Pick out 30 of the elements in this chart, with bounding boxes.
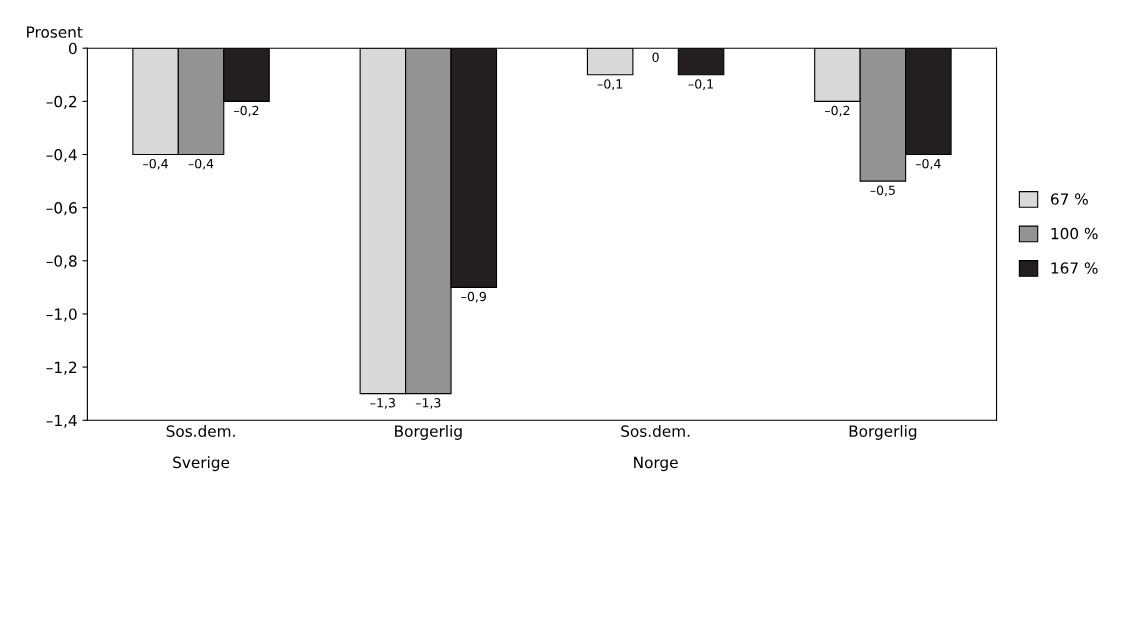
y-tick-label: –0,4 (46, 148, 77, 163)
data-label: 0 (652, 52, 659, 63)
data-label: –0,4 (915, 158, 941, 170)
y-tick-label: –1,2 (46, 361, 77, 375)
legend-label: 67 % (1050, 193, 1088, 205)
data-label: –0,5 (870, 185, 895, 197)
y-tick-label: –0,2 (46, 95, 77, 109)
y-tick-label: –0,6 (46, 202, 77, 216)
x-tick-label: Borgerlig (849, 425, 917, 440)
text: Norge (634, 456, 678, 472)
data-label: –0,4 (188, 158, 214, 170)
data-label: –1,3 (370, 398, 395, 409)
y-tick-label: –0,8 (46, 255, 77, 269)
legend-label: 100 % (1051, 227, 1098, 240)
x-tick-label: Borgerlig (395, 425, 462, 440)
y-tick-label: –1,4 (46, 414, 77, 428)
data-label: –1,3 (415, 398, 441, 409)
data-label: –0,2 (824, 105, 850, 117)
x-tick-label: Sos.dem. (166, 425, 235, 437)
y-axis-title: Prosent (27, 26, 83, 38)
y-tick-label: 0 (68, 42, 77, 55)
text: Sverige (173, 456, 230, 472)
x-tick-label: Sos.dem. (621, 425, 690, 437)
legend-label: 167 % (1051, 262, 1098, 274)
data-label: –0,2 (234, 105, 259, 117)
data-label: –0,1 (597, 79, 623, 90)
data-label: –0,9 (461, 291, 486, 303)
y-tick-label: –1,0 (46, 308, 77, 322)
data-label: –0,1 (688, 79, 713, 90)
data-label: –0,4 (143, 158, 168, 170)
